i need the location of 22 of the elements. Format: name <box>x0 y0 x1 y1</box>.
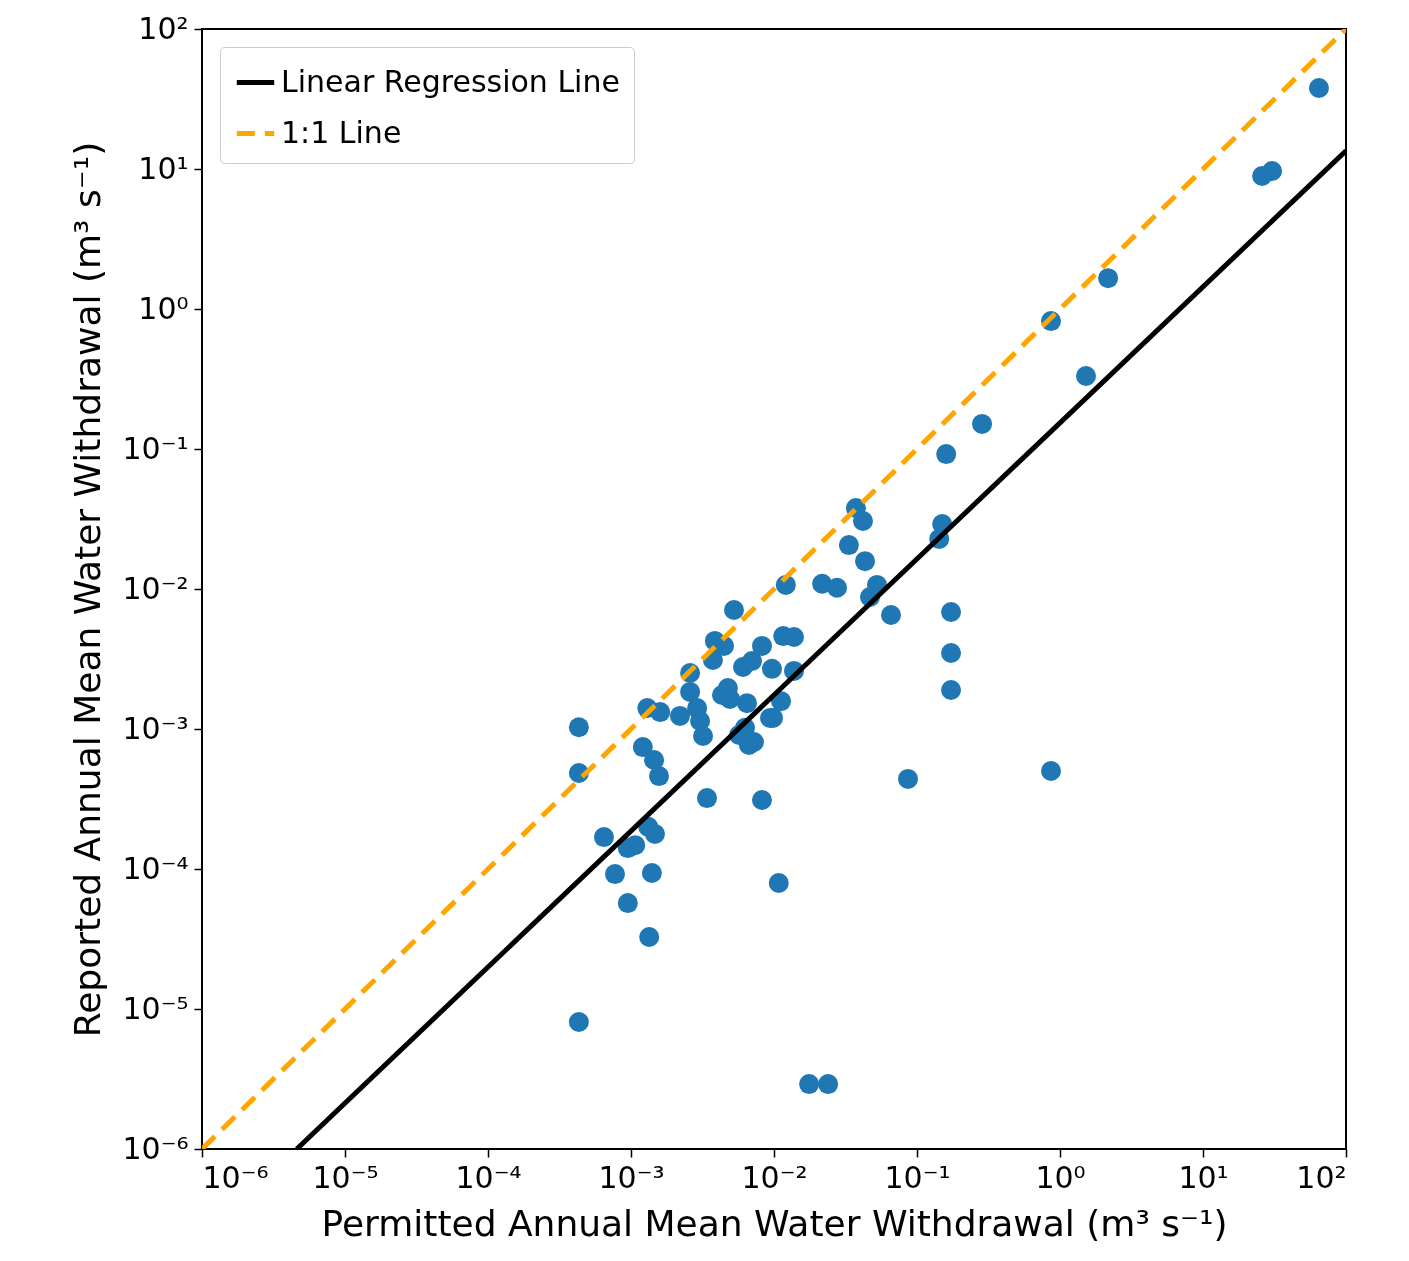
x-tick-label: 10⁻⁵ <box>312 1159 379 1195</box>
y-tick-label: 10⁻³ <box>122 710 189 746</box>
y-tick-label: 10⁻⁴ <box>122 850 189 886</box>
y-tick-label: 10⁻⁶ <box>122 1130 189 1166</box>
x-tick-label: 10¹ <box>1178 1159 1229 1195</box>
x-tick-label: 10⁰ <box>1035 1159 1086 1195</box>
x-tick-label: 10⁻² <box>741 1159 808 1195</box>
x-tick-label: 10⁻⁴ <box>455 1159 522 1195</box>
legend-label: 1:1 Line <box>281 114 402 150</box>
y-tick-label: 10⁻⁵ <box>122 990 189 1026</box>
x-tick-label: 10⁻⁶ <box>202 1159 269 1195</box>
legend-label: Linear Regression Line <box>281 63 620 99</box>
x-tick-label: 10² <box>1296 1159 1347 1195</box>
y-tick-label: 10⁻¹ <box>122 430 189 466</box>
x-tick-label: 10⁻³ <box>598 1159 665 1195</box>
y-tick-label: 10¹ <box>138 150 189 186</box>
y-tick-label: 10⁻² <box>122 570 189 606</box>
x-tick-label: 10⁻¹ <box>884 1159 951 1195</box>
y-tick-label: 10⁰ <box>138 290 189 326</box>
y-tick-label: 10² <box>138 10 189 46</box>
x-axis-title: Permitted Annual Mean Water Withdrawal (m³ s⁻¹) <box>321 1202 1228 1244</box>
y-axis-title: Reported Annual Mean Water Withdrawal (m³ s⁻¹) <box>67 141 109 1038</box>
